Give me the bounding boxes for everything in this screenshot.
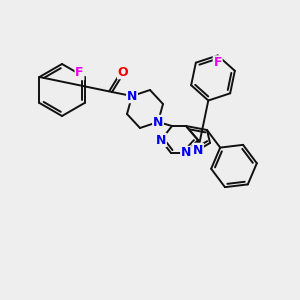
- Text: N: N: [156, 134, 166, 146]
- Text: O: O: [118, 65, 128, 79]
- Text: N: N: [181, 146, 191, 160]
- Text: F: F: [213, 56, 222, 69]
- Text: N: N: [127, 89, 137, 103]
- Text: N: N: [153, 116, 163, 128]
- Text: F: F: [75, 67, 84, 80]
- Text: N: N: [193, 143, 203, 157]
